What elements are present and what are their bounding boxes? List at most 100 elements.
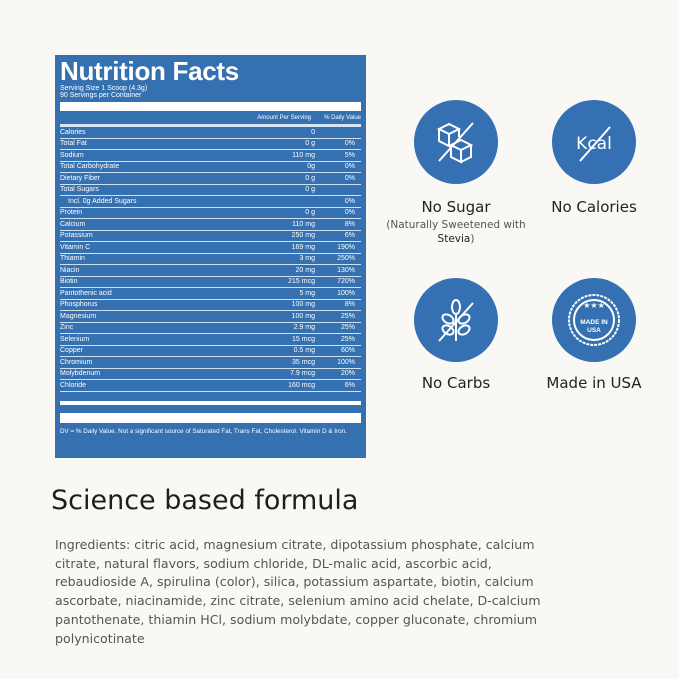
nutrient-row: Zinc 2.9 mg 25%	[60, 323, 361, 334]
nutrient-name: Dietary Fiber	[60, 174, 101, 182]
badge-title: No Sugar	[421, 198, 491, 216]
divider-bar	[60, 102, 361, 111]
nutrient-dv: 250%	[337, 255, 355, 263]
nutrient-dv: 6%	[344, 232, 355, 240]
no-carbs-badge	[414, 278, 498, 362]
nutrient-row: Copper 0.5 mg 60%	[60, 346, 361, 357]
nutrient-row: Potassium 250 mg 6%	[60, 231, 361, 242]
nutrient-amount: 35 mcg	[292, 358, 315, 366]
nutrition-facts-panel: Nutrition Facts Serving Size 1 Scoop (4.…	[55, 55, 366, 458]
servings-per-container: 90 Servings per Container	[60, 92, 142, 99]
nutrient-amount: 0 g	[305, 140, 315, 148]
nutrient-name: Vitamin C	[60, 243, 91, 251]
made-in-usa-badge: ★★★ MADE IN USA	[552, 278, 636, 362]
nutrient-row: Niacin 20 mg 130%	[60, 265, 361, 277]
nutrient-dv: 0%	[344, 209, 355, 217]
nutrient-dv: 25%	[340, 324, 355, 332]
nutrient-row: Selenium 15 mcg 25%	[60, 334, 361, 346]
nutrient-amount: 3 mg	[299, 255, 315, 263]
nutrient-dv: 0%	[344, 174, 355, 182]
nutrient-name: Potassium	[60, 232, 93, 240]
nutrient-dv: 190%	[337, 243, 355, 251]
nutrient-dv: 0%	[344, 197, 355, 205]
nutrient-dv: 60%	[340, 347, 355, 355]
nutrient-name: Protein	[60, 209, 83, 217]
nutrient-amount: 20 mg	[295, 266, 315, 274]
column-headers: Amount Per Serving % Daily Value	[60, 114, 361, 122]
nutrient-name: Pantothenic acid	[60, 289, 112, 297]
nutrient-dv: 100%	[337, 289, 355, 297]
nutrient-amount: 0 g	[305, 174, 315, 182]
nutrient-row: Sodium 110 mg 5%	[60, 150, 361, 162]
nutrient-row: Thiamin 3 mg 250%	[60, 254, 361, 265]
badge-subtitle: (Naturally Sweetened with Stevia)	[386, 219, 526, 245]
made-in-usa-seal-icon: ★★★ MADE IN USA	[568, 294, 620, 346]
nutrient-row: Vitamin C 169 mg 190%	[60, 242, 361, 254]
made-in-usa-label: Made in USA	[546, 374, 642, 392]
no-sugar-label: No Sugar (Naturally Sweetened with Stevi…	[386, 196, 526, 246]
nutrient-name: Incl. 0g Added Sugars	[68, 197, 137, 205]
nutrient-name: Thiamin	[60, 255, 85, 263]
nutrient-name: Selenium	[60, 335, 90, 343]
nutrient-dv: 720%	[337, 278, 355, 286]
sugar-cube-crossed-icon	[436, 122, 474, 164]
svg-text:MADE IN: MADE IN	[580, 319, 608, 326]
nutrient-name: Calcium	[60, 220, 86, 228]
nutrient-amount: 5 mg	[299, 289, 315, 297]
no-calories-label: No Calories	[551, 198, 637, 216]
nutrient-amount: 100 mg	[291, 301, 315, 309]
divider-bar	[60, 412, 361, 423]
footnote: DV = % Daily Value. Not a significant so…	[60, 427, 347, 435]
nutrient-amount: 215 mcg	[288, 278, 315, 286]
section-heading: Science based formula	[51, 485, 359, 516]
nutrient-name: Phosphorus	[60, 301, 98, 309]
nutrient-amount: 110 mg	[292, 220, 315, 228]
amount-header: Amount Per Serving	[257, 115, 311, 121]
nutrient-row: Calcium 110 mg 8%	[60, 219, 361, 231]
nutrient-rows: Calories 0 Total Fat 0 g 0% Sodium 110 mg 5% Tot…	[60, 127, 361, 392]
nutrient-row: Biotin 215 mcg 720%	[60, 277, 361, 288]
wheat-crossed-icon	[438, 299, 474, 342]
nutrient-name: Sodium	[60, 151, 84, 159]
nutrient-row: Total Fat 0 g 0%	[60, 139, 361, 150]
nutrient-amount: 250 mg	[291, 232, 315, 240]
serving-size: Serving Size 1 Scoop (4.3g)	[60, 85, 148, 92]
nutrient-name: Total Sugars	[60, 186, 99, 194]
nutrient-name: Niacin	[60, 266, 80, 274]
nutrient-row: Phosphorus 100 mg 8%	[60, 300, 361, 311]
nutrient-name: Calories	[60, 128, 86, 136]
nutrient-name: Zinc	[60, 324, 74, 332]
nutrient-amount: 0 g	[305, 209, 315, 217]
nutrient-row: Molybdenum 7.9 mcg 20%	[60, 369, 361, 380]
nutrient-dv: 8%	[344, 301, 355, 309]
divider-line	[60, 124, 361, 127]
nutrient-name: Copper	[60, 347, 83, 355]
nutrient-row: Magnesium 100 mg 25%	[60, 311, 361, 323]
nutrient-dv: 6%	[344, 381, 355, 389]
nutrient-amount: 2.9 mg	[293, 324, 315, 332]
nutrient-dv: 0%	[344, 140, 355, 148]
no-sugar-badge	[414, 100, 498, 184]
dv-header: % Daily Value	[324, 115, 361, 121]
kcal-crossed-icon: Kcal	[576, 126, 612, 162]
nutrient-amount: 160 mcg	[288, 381, 315, 389]
nutrient-dv: 0%	[344, 163, 355, 171]
nutrient-amount: 0	[311, 128, 315, 136]
no-carbs-label: No Carbs	[421, 374, 491, 392]
nutrient-dv: 130%	[337, 266, 355, 274]
no-calories-badge: Kcal	[552, 100, 636, 184]
nutrient-amount: 0.5 mg	[293, 347, 315, 355]
nutrient-amount: 100 mg	[291, 312, 315, 320]
nutrient-amount: 0 g	[305, 186, 315, 194]
nutrient-name: Molybdenum	[60, 370, 101, 378]
nutrient-name: Total Fat	[60, 140, 87, 148]
nutrient-row: Pantothenic acid 5 mg 100%	[60, 288, 361, 300]
nutrient-amount: 7.9 mcg	[290, 370, 315, 378]
nutrition-facts-title: Nutrition Facts	[60, 56, 239, 86]
nutrient-dv: 25%	[340, 312, 355, 320]
svg-text:★★★: ★★★	[583, 301, 605, 310]
nutrient-amount: 15 mcg	[292, 335, 315, 343]
divider-bar	[60, 400, 361, 405]
nutrient-row: Incl. 0g Added Sugars 0%	[60, 196, 361, 208]
nutrient-row: Calories 0	[60, 127, 361, 139]
